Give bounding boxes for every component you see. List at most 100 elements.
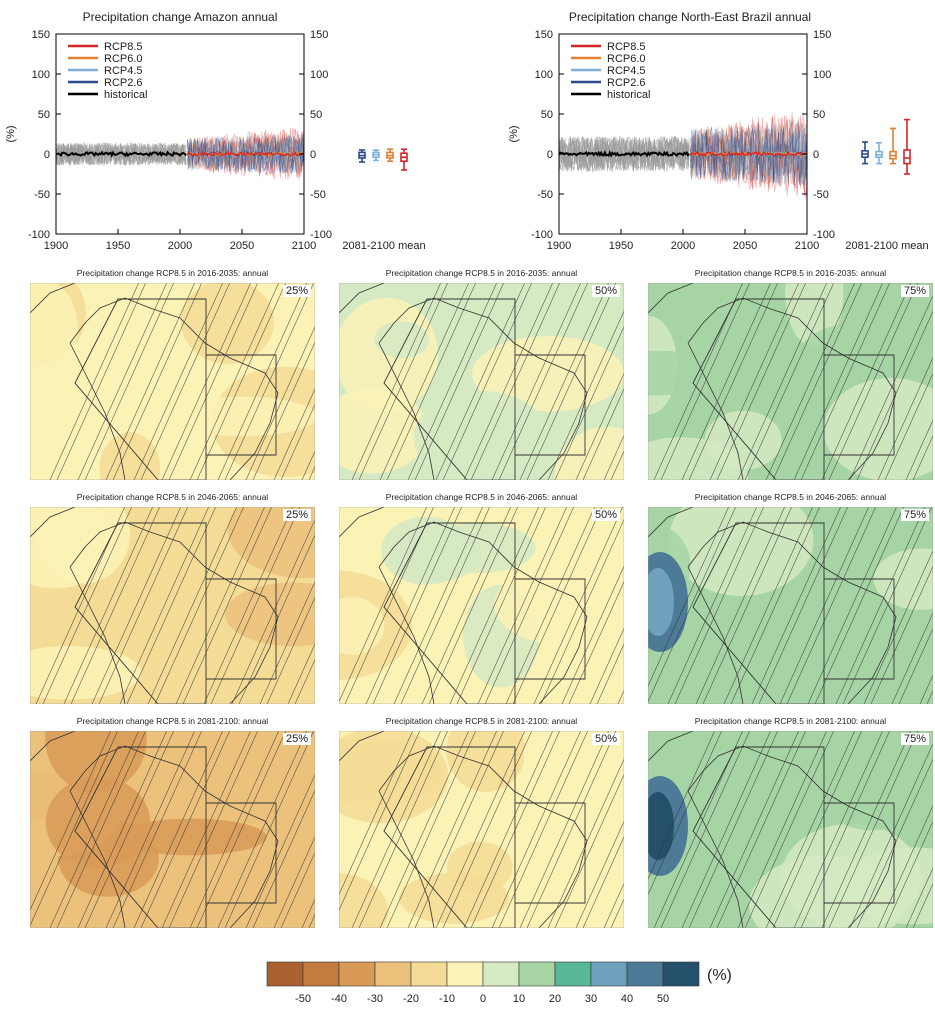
colorbar-swatch: [662, 961, 700, 987]
hatch-line: [196, 731, 286, 928]
box-RCP85: [400, 148, 408, 171]
percentile-label: 50%: [592, 733, 621, 745]
colorbar-tick-label: -30: [367, 993, 383, 1005]
legend-label: historical: [607, 89, 650, 101]
hatch-line: [400, 507, 490, 704]
historical-member-line: [558, 136, 690, 173]
precip-map-2046-2065-25pct: [30, 507, 315, 704]
map-title: Precipitation change RCP8.5 in 2016-2035…: [694, 268, 887, 278]
map-patch: [826, 776, 919, 831]
hatch-line: [70, 507, 160, 704]
hatch-line: [491, 283, 581, 480]
coastline: [339, 507, 588, 704]
nebrazil-region-outline: [515, 578, 586, 680]
hatch-line: [821, 731, 911, 928]
hatch-line: [442, 731, 532, 928]
nebrazil-region-outline: [824, 802, 895, 904]
hatch-line: [856, 758, 933, 928]
hatch-line: [800, 731, 890, 928]
hatch-line: [786, 507, 876, 704]
scenario-member-line: [187, 128, 305, 181]
map-patch: [99, 432, 161, 480]
map-hatching: [30, 731, 315, 928]
colorbar-swatch: [446, 961, 484, 987]
hatch-line: [105, 731, 195, 928]
hatch-line: [273, 836, 315, 928]
hatch-line: [259, 581, 315, 704]
y-tick-label-left: 100: [32, 69, 50, 81]
colorbar-swatch: [554, 961, 592, 987]
coastline: [339, 731, 588, 928]
precip-map-2016-2035-25pct: [30, 283, 315, 480]
map-patch: [523, 731, 587, 788]
colorbar-tick-label: -10: [439, 993, 455, 1005]
hatch-line: [126, 507, 216, 704]
amazon-region-outline: [74, 298, 207, 480]
percentile-label: 25%: [283, 509, 312, 521]
map-hatching: [49, 283, 315, 480]
map-patch: [339, 731, 449, 824]
hatch-line: [30, 731, 111, 911]
colorbar-swatch: [410, 961, 448, 987]
hatch-line: [42, 507, 132, 704]
x-tick-label: 2050: [733, 240, 757, 252]
hatch-line: [807, 507, 897, 704]
precip-map-2016-2035-50pct: [339, 283, 624, 480]
map-patch: [169, 396, 315, 437]
y-tick-label-left: 100: [535, 69, 553, 81]
hatch-line: [709, 731, 799, 928]
nebrazil-region-outline: [206, 802, 277, 904]
scenario-member-line: [690, 123, 808, 185]
colorbar-tick-label: -40: [331, 993, 347, 1005]
percentile-label: 50%: [592, 509, 621, 521]
nebrazil-timeseries-plot: -100 -100 -50 -50 0 0 50 50 100 100 150 150 1900 1950…: [508, 29, 929, 252]
hatch-line: [252, 789, 315, 928]
hatch-line: [365, 507, 455, 704]
hatch-line: [547, 310, 624, 480]
hatch-line: [582, 836, 624, 928]
map-patch: [180, 283, 275, 364]
hatch-line: [245, 773, 315, 928]
colorbar-swatch: [266, 961, 304, 987]
percentile-label: 75%: [901, 509, 930, 521]
hatch-line: [744, 283, 834, 480]
hatch-line: [765, 731, 855, 928]
coastline: [30, 283, 279, 480]
precip-map-2081-2100-50pct: [339, 731, 624, 928]
scenario-member-line: [690, 127, 808, 185]
y-tick-label-right: 100: [310, 69, 328, 81]
hatch-line: [456, 507, 546, 704]
scenario-mean-line: [689, 150, 808, 158]
scenario-member-line: [187, 129, 305, 178]
y-tick-label-right: 50: [310, 109, 322, 121]
hatch-line: [463, 731, 553, 928]
hatch-line: [737, 283, 827, 480]
scenario-mean-line: [186, 151, 305, 158]
precip-map-2081-2100-75pct: [648, 731, 933, 928]
y-tick-label-right: -100: [310, 229, 332, 241]
hatch-line: [428, 507, 518, 704]
x-tick-label: 2000: [671, 240, 695, 252]
map-patch: [841, 847, 933, 925]
legend-label: historical: [104, 89, 147, 101]
hatch-line: [793, 731, 883, 928]
legend-label: RCP4.5: [104, 65, 143, 77]
precip-map-2016-2035-75pct: [648, 283, 933, 480]
colorbar-unit: (%): [707, 967, 732, 984]
hatch-line: [702, 507, 792, 704]
hatch-line: [877, 805, 933, 928]
hatch-line: [238, 534, 315, 704]
hatch-line: [674, 507, 764, 704]
y-tick-label-left: 150: [32, 29, 50, 41]
hatch-line: [800, 283, 890, 480]
y-tick-label-left: -100: [531, 229, 553, 241]
y-tick-label-left: 50: [38, 109, 50, 121]
hatch-line: [484, 507, 574, 704]
hatch-line: [667, 507, 757, 704]
hatch-line: [112, 283, 202, 480]
colorbar-tick-label: 50: [657, 993, 669, 1005]
hatch-line: [561, 565, 624, 704]
y-tick-label-left: 0: [44, 149, 50, 161]
hatch-line: [435, 283, 525, 480]
scenario-member-line: [187, 127, 305, 177]
